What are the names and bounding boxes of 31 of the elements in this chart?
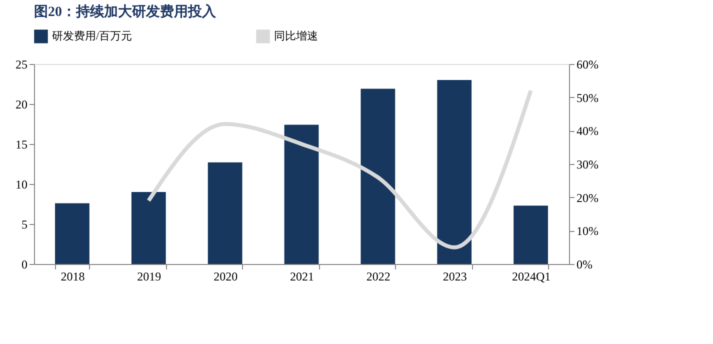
y2-tick-label: 40%	[576, 124, 598, 138]
x-tick-label: 2023	[442, 270, 467, 284]
y2-tick-label: 0%	[576, 258, 592, 272]
bar	[55, 203, 90, 264]
x-tick-label: 2024Q1	[512, 270, 551, 284]
y-tick-label: 25	[16, 58, 28, 72]
y-tick-label: 0	[22, 258, 28, 272]
y2-tick-label: 50%	[576, 90, 598, 105]
x-tick-label: 2021	[290, 270, 314, 284]
y-tick-label: 5	[22, 218, 28, 232]
bar	[514, 206, 548, 264]
bar	[208, 162, 242, 264]
x-tick-label: 2022	[366, 270, 390, 284]
x-tick-label: 2018	[60, 270, 85, 284]
bar	[437, 80, 472, 264]
legend-label: 研发费用/百万元	[52, 29, 132, 42]
bar	[360, 88, 396, 264]
chart-title: 图20：持续加大研发费用投入	[34, 4, 217, 20]
y2-tick-label: 30%	[576, 158, 598, 172]
line-series	[146, 88, 533, 250]
bar	[284, 124, 319, 264]
y2-tick-label: 10%	[576, 224, 598, 238]
bar	[131, 192, 166, 264]
y-tick-label: 15	[16, 138, 28, 152]
y2-tick-label: 20%	[576, 190, 598, 205]
legend-label: 同比增速	[274, 29, 318, 42]
y-tick-label: 10	[16, 178, 28, 192]
y2-tick-label: 60%	[576, 58, 598, 72]
x-tick-label: 2020	[214, 270, 238, 284]
y-tick-label: 20	[16, 98, 28, 112]
x-tick-label: 2019	[137, 270, 162, 284]
